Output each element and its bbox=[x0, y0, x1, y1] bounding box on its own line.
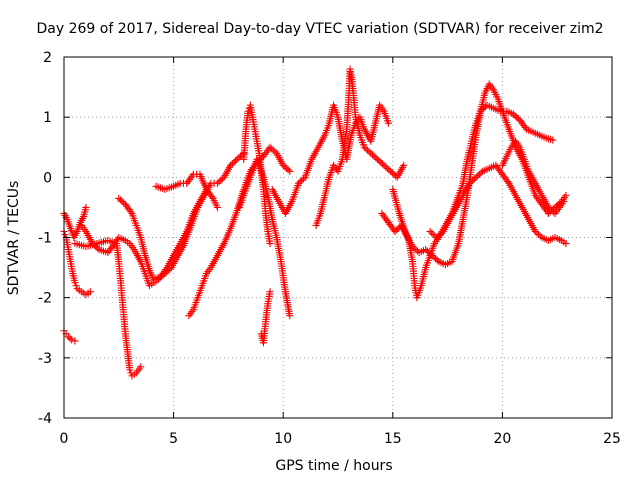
y-tick-label: -4 bbox=[38, 411, 52, 427]
data-point bbox=[82, 203, 90, 211]
series-11 bbox=[257, 288, 274, 347]
y-tick-label: 2 bbox=[43, 50, 52, 66]
series-2 bbox=[60, 227, 94, 299]
data-series bbox=[60, 65, 570, 380]
data-point bbox=[71, 279, 79, 287]
data-point bbox=[549, 136, 557, 144]
series-13 bbox=[312, 65, 408, 230]
x-tick-label: 5 bbox=[169, 431, 178, 447]
data-point bbox=[286, 167, 294, 175]
data-point bbox=[384, 119, 392, 127]
y-tick-label: -1 bbox=[38, 231, 52, 247]
data-point bbox=[68, 336, 76, 344]
series-10 bbox=[235, 155, 294, 320]
data-point bbox=[61, 230, 69, 239]
data-point bbox=[86, 288, 94, 296]
y-tick-label: 1 bbox=[43, 110, 52, 126]
x-tick-label: 25 bbox=[603, 431, 621, 447]
data-point bbox=[562, 191, 570, 199]
y-axis-label: SDTVAR / TECUs bbox=[6, 181, 22, 296]
data-point bbox=[286, 312, 294, 320]
x-tick-label: 20 bbox=[493, 431, 511, 447]
series-17 bbox=[498, 137, 568, 217]
y-tick-label: 0 bbox=[43, 170, 52, 186]
chart-title: Day 269 of 2017, Sidereal Day-to-day VTE… bbox=[37, 21, 604, 37]
series-3 bbox=[60, 203, 90, 242]
data-point bbox=[400, 161, 408, 169]
data-point bbox=[560, 197, 568, 205]
data-point bbox=[266, 239, 274, 248]
y-tick-label: -3 bbox=[38, 351, 52, 367]
data-point bbox=[137, 363, 145, 371]
data-point bbox=[72, 282, 80, 290]
x-axis-label: GPS time / hours bbox=[275, 458, 392, 474]
axes: 0 5 10 15 20 25 -4 -3 -2 -1 0 1 2 bbox=[38, 50, 621, 447]
data-point bbox=[213, 203, 221, 211]
series-4 bbox=[71, 236, 145, 380]
data-point bbox=[71, 337, 79, 345]
series-7 bbox=[152, 170, 221, 211]
series-16 bbox=[426, 161, 570, 248]
data-point bbox=[266, 288, 274, 296]
grid-lines bbox=[64, 57, 612, 418]
data-point bbox=[244, 107, 252, 115]
y-tick-label: -2 bbox=[38, 291, 52, 307]
x-tick-label: 15 bbox=[384, 431, 402, 447]
data-point bbox=[126, 366, 134, 374]
x-tick-label: 0 bbox=[60, 431, 69, 447]
x-tick-label: 10 bbox=[274, 431, 292, 447]
data-point bbox=[562, 239, 570, 248]
series-12 bbox=[268, 101, 392, 217]
